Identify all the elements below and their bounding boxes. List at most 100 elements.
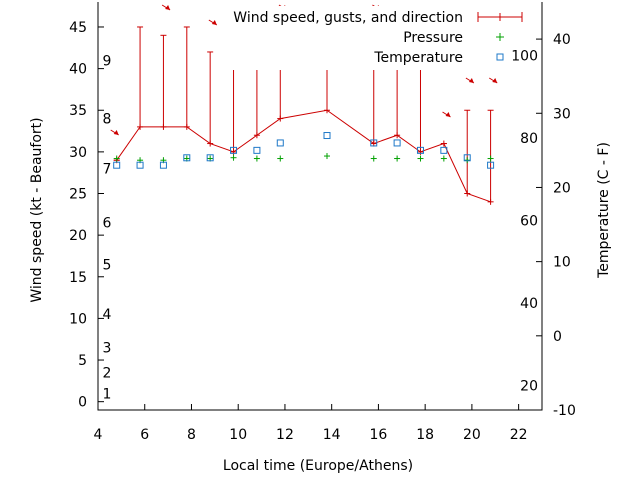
fahrenheit-label: 80: [520, 131, 538, 147]
temperature-series: [113, 132, 495, 169]
wind-direction-arrow: [208, 19, 218, 26]
fahrenheit-label: 60: [520, 213, 538, 229]
temperature-point: [206, 154, 214, 162]
legend-label-pressure: Pressure: [403, 30, 463, 46]
axis-frame: [97, 2, 543, 411]
temperature-point: [487, 161, 495, 169]
temperature-point: [440, 146, 448, 154]
beaufort-label: 5: [103, 257, 112, 273]
temperature-point: [253, 146, 261, 154]
right-tick-label: 20: [553, 180, 571, 196]
temperature-point: [370, 139, 378, 147]
plot-frame: [97, 2, 543, 411]
x-tick-label: 8: [187, 427, 196, 443]
legend: Wind speed, gusts, and direction Pressur…: [228, 6, 523, 70]
pressure-point: [394, 155, 401, 162]
left-tick-label: 15: [69, 270, 87, 286]
right-axis-label: Temperature (C - F): [596, 142, 612, 279]
arrow-head: [113, 130, 119, 135]
arrow-head: [445, 112, 451, 117]
beaufort-label: 9: [103, 53, 112, 69]
left-tick-label: 5: [78, 353, 87, 369]
x-tick-label: 22: [510, 427, 528, 443]
x-axis-ticks: 4 6 8 10 12 14 16 18 20 22: [94, 404, 528, 443]
pressure-point: [370, 155, 377, 162]
wind-direction-arrow: [488, 77, 498, 84]
arrow-head: [492, 78, 498, 83]
left-tick-label: 35: [69, 103, 87, 119]
temperature-point: [136, 161, 144, 169]
right-tick-label: 40: [553, 32, 571, 48]
temperature-point: [416, 146, 424, 154]
beaufort-label: 2: [103, 366, 112, 382]
pressure-point: [113, 155, 120, 162]
temperature-point: [463, 154, 471, 162]
temperature-point: [323, 132, 331, 140]
legend-label-temperature: Temperature: [373, 50, 463, 66]
wind-direction-arrow: [110, 129, 119, 136]
pressure-series: [113, 153, 494, 164]
wind-direction-arrow: [465, 77, 475, 84]
left-axis-ticks: 0 5 10 15 20 25 30 35 40 45: [69, 20, 104, 411]
legend-label-wind: Wind speed, gusts, and direction: [233, 10, 463, 26]
x-tick-label: 12: [276, 427, 294, 443]
arrow-head: [165, 5, 171, 10]
fahrenheit-label: 100: [511, 49, 538, 65]
beaufort-label: 3: [103, 341, 112, 357]
left-tick-label: 0: [78, 395, 87, 411]
fahrenheit-labels: 20 40 60 80 100: [511, 49, 538, 395]
right-tick-label: 30: [553, 106, 571, 122]
beaufort-label: 4: [103, 307, 112, 323]
left-tick-label: 45: [69, 20, 87, 36]
legend-swatch-wind: [477, 12, 523, 22]
wind-direction-arrow: [442, 111, 451, 118]
beaufort-label: 7: [103, 162, 112, 178]
left-tick-label: 30: [69, 145, 87, 161]
right-tick-label: 10: [553, 255, 571, 271]
x-tick-label: 6: [140, 427, 149, 443]
x-tick-label: 14: [323, 427, 341, 443]
left-tick-label: 20: [69, 228, 87, 244]
temperature-point: [230, 146, 238, 154]
x-tick-label: 10: [229, 427, 247, 443]
temperature-point: [159, 161, 167, 169]
left-tick-label: 10: [69, 311, 87, 327]
temperature-point: [113, 161, 121, 169]
x-axis-label: Local time (Europe/Athens): [223, 458, 413, 474]
x-tick-label: 16: [370, 427, 388, 443]
pressure-point: [230, 154, 237, 161]
beaufort-label: 1: [103, 386, 112, 402]
x-tick-label: 4: [94, 427, 103, 443]
x-tick-label: 18: [416, 427, 434, 443]
pressure-point: [487, 155, 494, 162]
pressure-point: [277, 155, 284, 162]
pressure-point: [417, 155, 424, 162]
right-tick-label: -10: [553, 403, 576, 419]
fahrenheit-label: 20: [520, 378, 538, 394]
arrow-head: [211, 20, 217, 25]
legend-swatch-temperature: [496, 53, 504, 61]
left-axis-label: Wind speed (kt - Beaufort): [29, 117, 45, 302]
pressure-point: [324, 153, 331, 160]
wind-direction-arrow: [161, 4, 171, 11]
pressure-point: [464, 157, 471, 164]
right-axis-ticks: -10 0 10 20 30 40: [536, 32, 576, 419]
x-tick-label: 20: [463, 427, 481, 443]
arrow-head: [468, 78, 474, 83]
temperature-point: [276, 139, 284, 147]
pressure-point: [253, 155, 260, 162]
legend-swatch-pressure: [496, 33, 504, 41]
legend-background: [228, 6, 473, 70]
right-tick-label: 0: [553, 329, 562, 345]
temperature-point: [393, 139, 401, 147]
fahrenheit-label: 40: [520, 296, 538, 312]
beaufort-label: 8: [103, 112, 112, 128]
left-tick-label: 25: [69, 187, 87, 203]
pressure-point: [440, 155, 447, 162]
beaufort-label: 6: [103, 216, 112, 232]
temperature-point: [183, 154, 191, 162]
beaufort-labels: 1 2 3 4 5 6 7 8 9: [103, 53, 112, 402]
left-tick-label: 40: [69, 62, 87, 78]
